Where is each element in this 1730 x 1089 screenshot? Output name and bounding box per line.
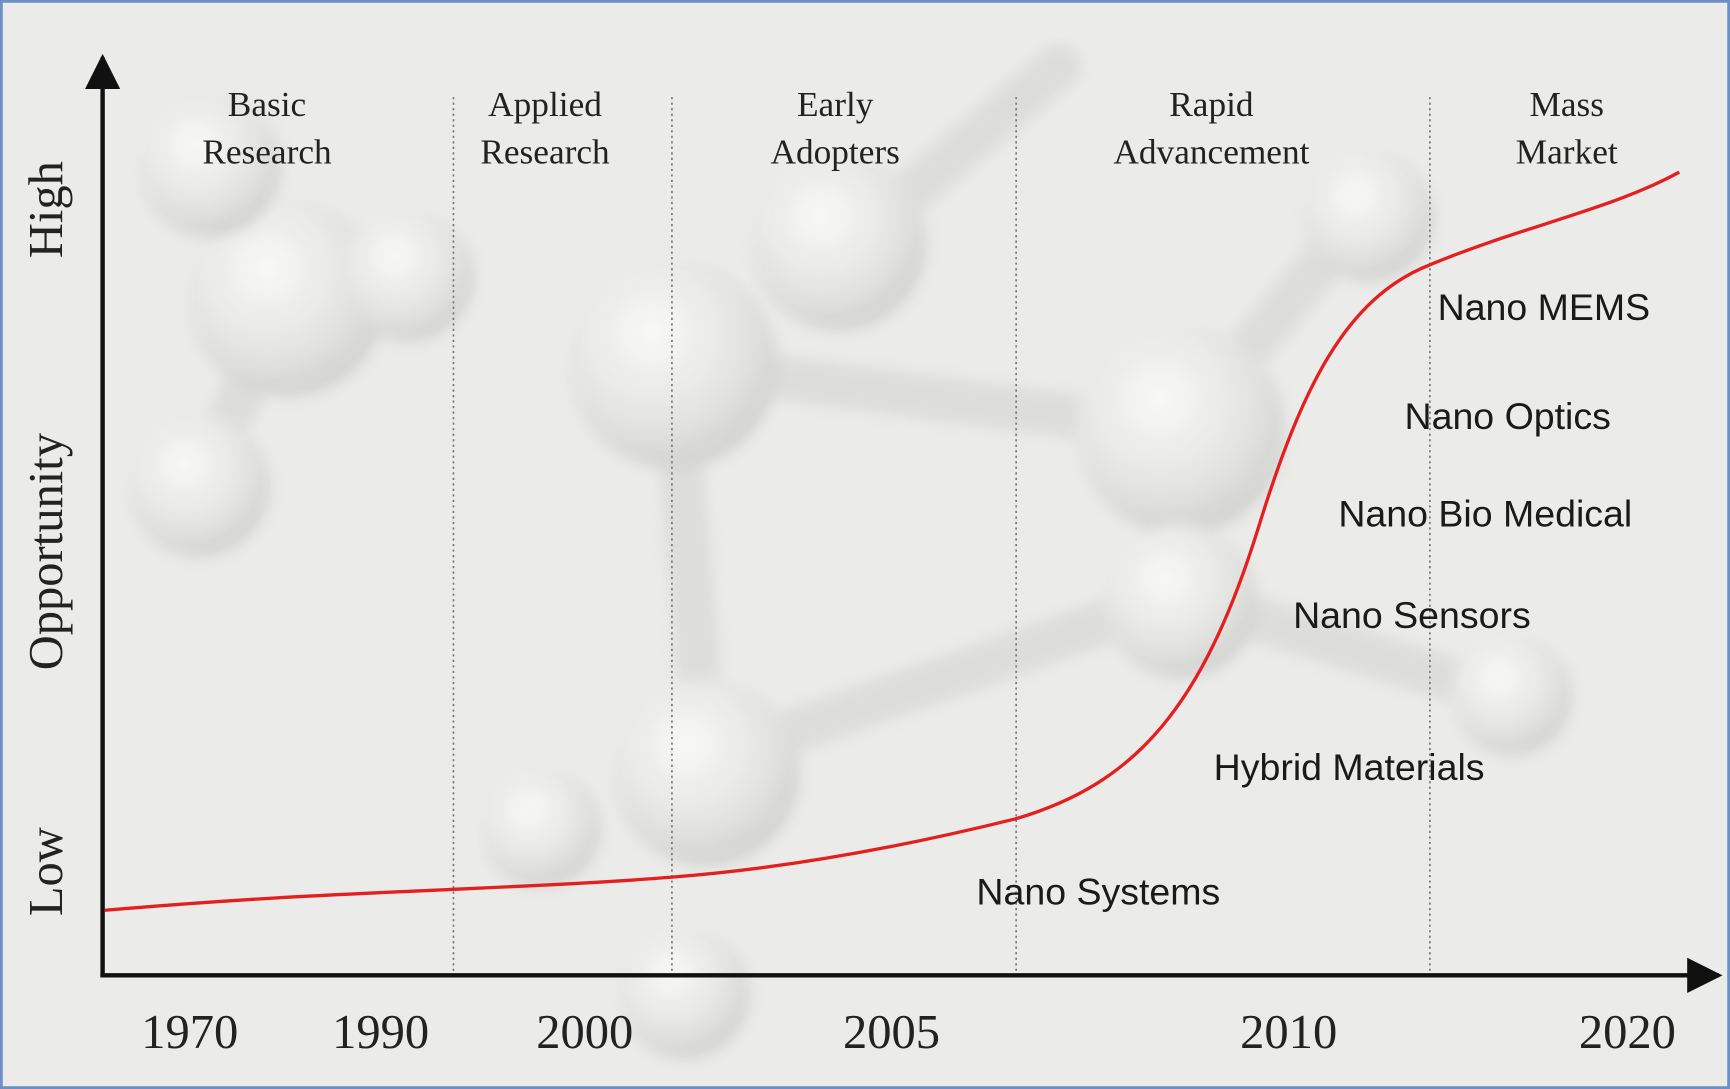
phase-label: Basic <box>228 85 306 124</box>
curve-label: Nano Optics <box>1405 395 1611 437</box>
year-label: 1990 <box>332 1006 429 1059</box>
year-label: 2020 <box>1579 1006 1676 1059</box>
phase-label: Adopters <box>771 132 900 171</box>
curve-label: Hybrid Materials <box>1214 746 1485 788</box>
phase-label: Applied <box>488 85 602 124</box>
year-label: 2010 <box>1240 1006 1337 1059</box>
diagram: Basic Research Applied Research Early Adopter… <box>0 0 1730 1089</box>
phase-label: Market <box>1516 132 1618 171</box>
phase-label: Mass <box>1529 85 1604 124</box>
y-axis-label: Low <box>20 827 73 916</box>
year-label: 2000 <box>536 1006 633 1059</box>
y-axis-label: High <box>20 161 73 258</box>
phase-label: Research <box>480 132 610 171</box>
curve-label: Nano Sensors <box>1293 594 1531 636</box>
curve-label: Nano Systems <box>976 871 1220 913</box>
curve-label: Nano MEMS <box>1438 286 1651 328</box>
curve-label: Nano Bio Medical <box>1338 492 1632 534</box>
year-label: 1970 <box>141 1006 238 1059</box>
year-label: 2005 <box>843 1006 940 1059</box>
phase-label: Early <box>797 85 874 124</box>
phase-label: Research <box>202 132 332 171</box>
page: Basic Research Applied Research Early Adopter… <box>0 0 1730 1089</box>
phase-label: Advancement <box>1113 132 1309 171</box>
phase-label: Rapid <box>1169 85 1254 124</box>
y-axis-label: Opportunity <box>20 432 73 670</box>
